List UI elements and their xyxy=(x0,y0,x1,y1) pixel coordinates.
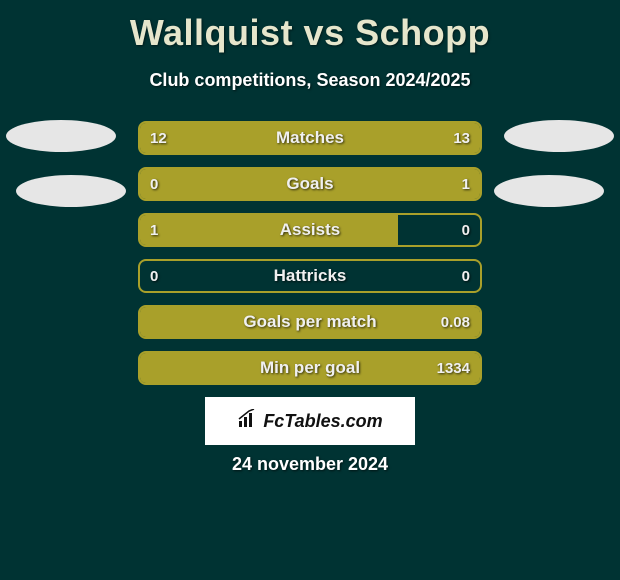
bar-fill-right xyxy=(140,307,480,337)
avatar-right-1 xyxy=(504,120,614,152)
bar-label: Hattricks xyxy=(140,261,480,291)
bar-fill-left xyxy=(140,123,303,153)
bar-row: Min per goal 1334 xyxy=(138,351,482,385)
bar-value-right: 0 xyxy=(462,261,470,291)
comparison-bars: 12 Matches 13 0 Goals 1 1 Assists 0 0 Ha… xyxy=(138,121,482,397)
avatar-left-2 xyxy=(16,175,126,207)
bar-value-left: 0 xyxy=(150,261,158,291)
subtitle: Club competitions, Season 2024/2025 xyxy=(0,70,620,91)
bar-value-right: 0 xyxy=(462,215,470,245)
bar-row: 1 Assists 0 xyxy=(138,213,482,247)
brand-badge: FcTables.com xyxy=(205,397,415,445)
avatar-right-2 xyxy=(494,175,604,207)
page-title: Wallquist vs Schopp xyxy=(0,0,620,54)
bar-fill-left xyxy=(140,215,398,245)
bar-row: 0 Goals 1 xyxy=(138,167,482,201)
bar-row: 12 Matches 13 xyxy=(138,121,482,155)
bar-row: 0 Hattricks 0 xyxy=(138,259,482,293)
chart-icon xyxy=(237,409,263,434)
bar-fill-left xyxy=(140,353,480,383)
bar-fill-left xyxy=(140,169,201,199)
bar-fill-right xyxy=(201,169,480,199)
brand-text: FcTables.com xyxy=(263,411,382,432)
date-text: 24 november 2024 xyxy=(0,454,620,475)
avatar-left-1 xyxy=(6,120,116,152)
bar-fill-right xyxy=(303,123,480,153)
bar-row: Goals per match 0.08 xyxy=(138,305,482,339)
